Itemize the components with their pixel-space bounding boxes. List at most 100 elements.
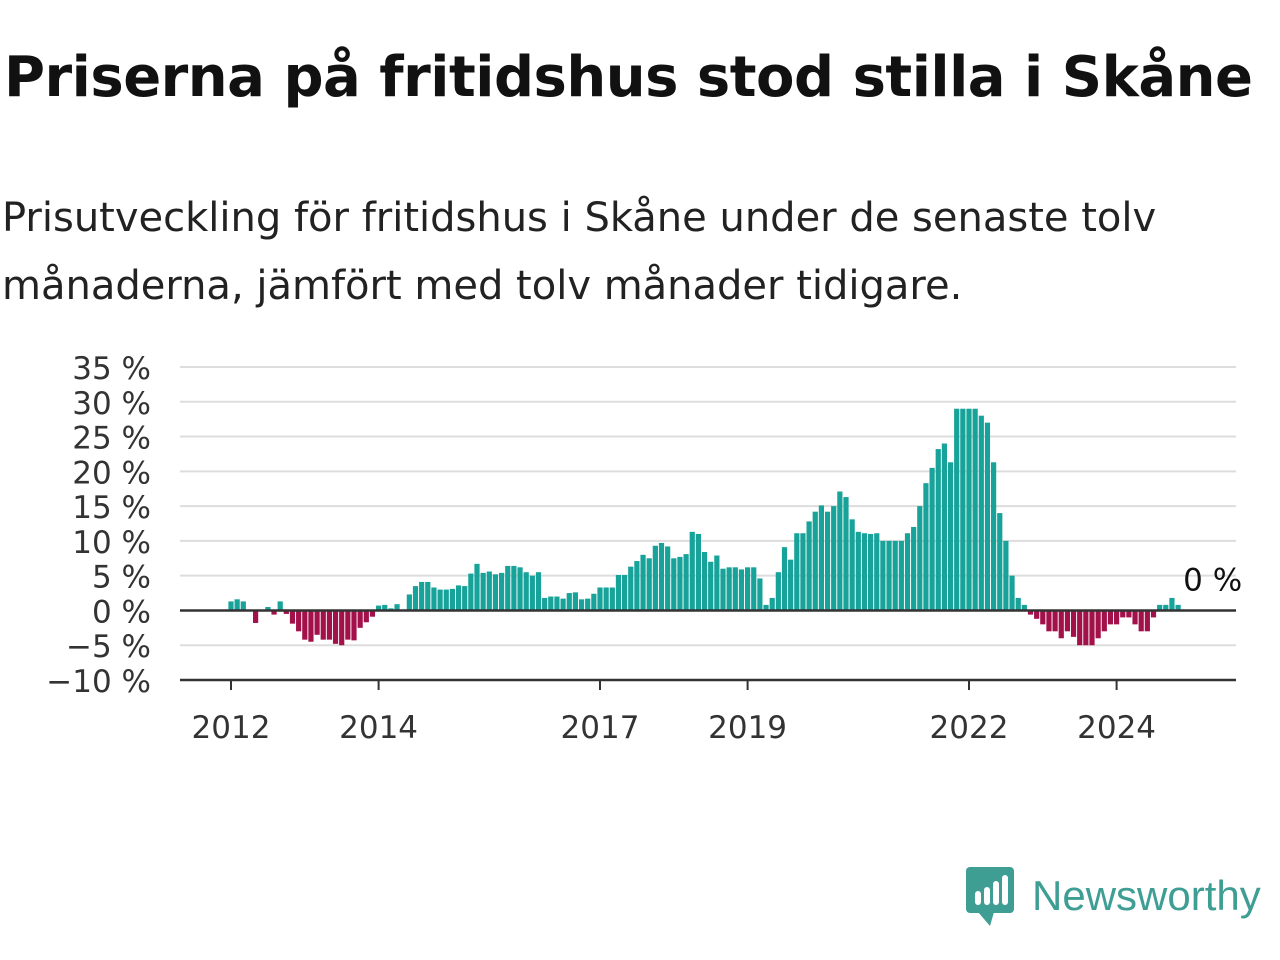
newsworthy-logo-icon: [966, 867, 1014, 926]
bar: [603, 587, 609, 611]
bar: [1052, 610, 1058, 632]
bar: [554, 596, 560, 611]
bar: [794, 533, 800, 611]
bar: [320, 610, 326, 640]
bar: [806, 521, 812, 611]
bar: [695, 533, 701, 611]
bar: [1157, 604, 1163, 611]
bar: [824, 511, 831, 611]
bar: [1126, 610, 1132, 618]
bar: [763, 604, 769, 611]
bar: [1027, 610, 1034, 615]
bar: [1144, 610, 1150, 632]
bar: [911, 526, 917, 611]
bar: [1175, 604, 1181, 611]
annotations: 0 %: [1183, 562, 1242, 598]
bar: [1163, 604, 1169, 611]
bar: [572, 592, 578, 611]
bar: [1138, 610, 1144, 632]
bar: [689, 531, 695, 611]
bar: [332, 610, 339, 644]
brand-name: Newsworthy: [1032, 872, 1261, 919]
bar: [646, 558, 652, 611]
bar: [1034, 610, 1040, 619]
bar: [486, 571, 492, 611]
bar: [812, 511, 818, 611]
bar: [357, 610, 363, 628]
bar: [609, 587, 615, 611]
bar: [929, 467, 935, 611]
bar: [738, 569, 745, 611]
bar: [892, 540, 898, 611]
bar: [523, 572, 529, 611]
bar: [1095, 610, 1101, 639]
brand-logo: Newsworthy: [964, 864, 1261, 928]
bar: [228, 601, 234, 611]
bar: [800, 533, 806, 611]
bar: [972, 408, 978, 611]
bar: [714, 555, 720, 611]
value-annotation: 0 %: [1183, 562, 1242, 598]
bar: [966, 408, 972, 611]
bar: [751, 567, 757, 611]
bars: [228, 408, 1181, 646]
bar: [480, 572, 486, 611]
bar: [566, 593, 572, 611]
bar: [757, 578, 763, 611]
bar: [376, 605, 382, 611]
bar: [708, 561, 714, 611]
bar: [302, 610, 308, 640]
bar: [775, 572, 781, 611]
bar: [683, 554, 689, 611]
bar: [443, 589, 449, 611]
bar: [665, 546, 671, 611]
x-tick-label: 2019: [708, 710, 787, 746]
y-tick-label: 15 %: [72, 490, 151, 526]
bar: [671, 558, 677, 611]
bar-chart: 35 %30 %25 %20 %15 %10 %5 %0 %−5 %−10 % …: [46, 351, 1242, 746]
bar: [449, 588, 455, 611]
bar: [1132, 610, 1138, 625]
bar: [1015, 597, 1021, 611]
bar: [658, 542, 665, 611]
bar: [677, 556, 683, 611]
bar: [240, 601, 246, 611]
bar: [308, 610, 314, 642]
bar: [634, 561, 640, 611]
bar: [455, 585, 462, 611]
bar: [363, 610, 369, 623]
y-tick-label: 20 %: [72, 455, 151, 491]
bar: [339, 610, 345, 646]
bar: [474, 563, 480, 611]
bar: [511, 565, 517, 611]
gridlines: [180, 366, 1236, 647]
y-tick-label: 35 %: [72, 351, 151, 387]
x-tick-label: 2014: [339, 710, 418, 746]
bar: [849, 519, 855, 611]
bar: [868, 533, 874, 611]
y-tick-label: 5 %: [92, 560, 151, 596]
bar: [831, 506, 837, 611]
bar: [726, 567, 732, 611]
bar: [923, 483, 929, 611]
bar: [904, 533, 911, 611]
bar: [468, 573, 474, 611]
bar: [701, 552, 708, 611]
bar: [296, 610, 302, 632]
bar: [745, 567, 751, 611]
bar: [535, 572, 542, 611]
bar: [1070, 610, 1077, 637]
bar: [941, 443, 947, 611]
bar: [1058, 610, 1064, 639]
bar: [978, 415, 984, 611]
bar: [818, 505, 824, 611]
bar: [283, 610, 289, 614]
bar: [769, 597, 775, 611]
bar: [1064, 610, 1070, 632]
bar: [1120, 610, 1126, 618]
bar: [529, 575, 535, 611]
bar: [917, 506, 923, 611]
bar: [874, 533, 880, 611]
bar: [277, 601, 283, 611]
bar: [585, 598, 591, 611]
